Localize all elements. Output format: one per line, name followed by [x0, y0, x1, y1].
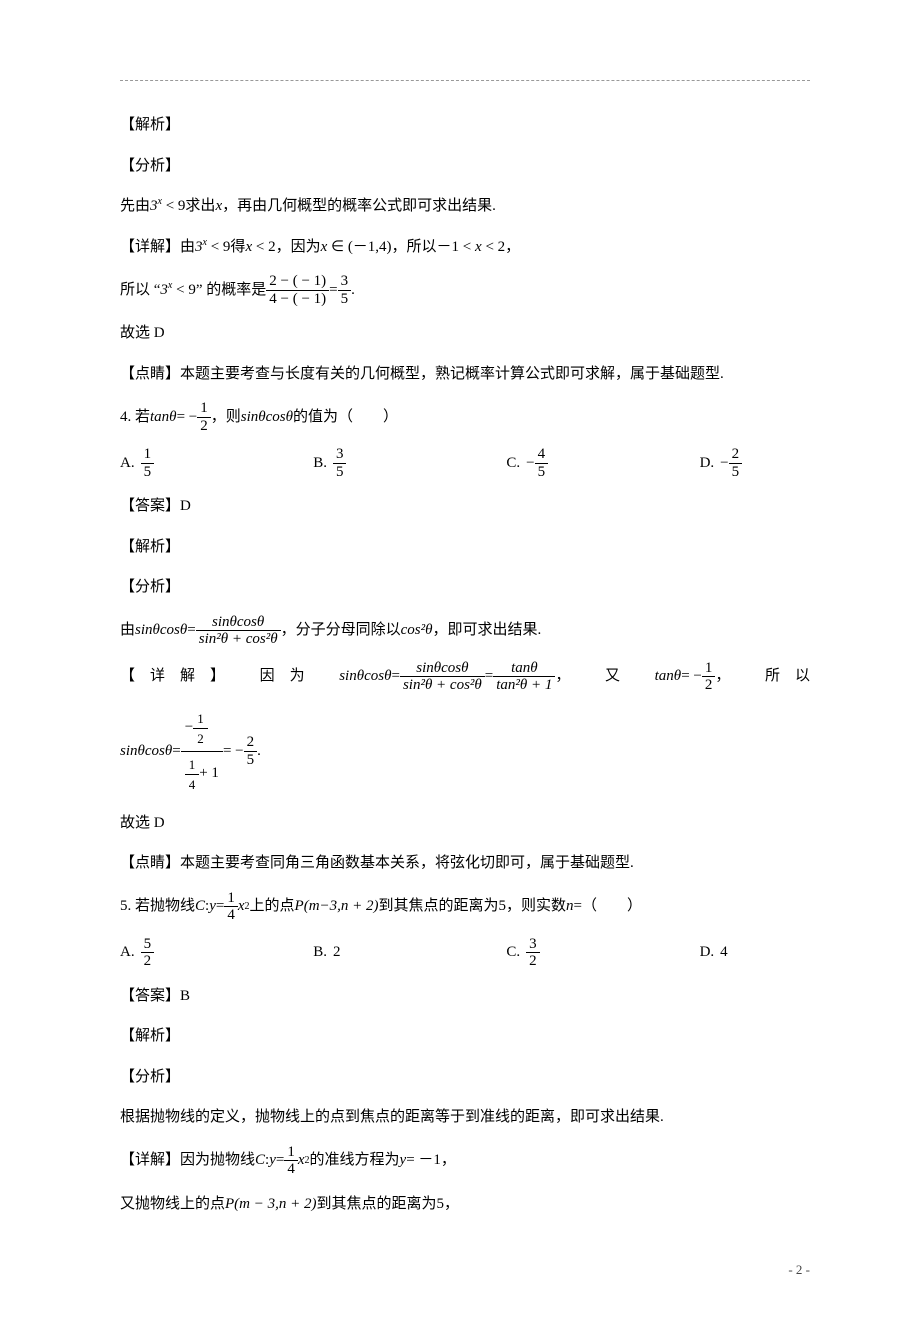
- q5-fenxi-line: 根据抛物线的定义，抛物线上的点到焦点的距离等于到准线的距离，即可求出结果.: [120, 1103, 810, 1132]
- q3-fenxi-line: 先由3x < 9求出x，再由几何概型的概率公式即可求出结果.: [120, 192, 810, 221]
- q4-pick: 故选 D: [120, 809, 810, 838]
- q5-fenxi-h: 【分析】: [120, 1063, 810, 1092]
- q3-probability-line: 所以 “3x < 9” 的概率是 2 − ( − 1)4 − ( − 1) = …: [120, 273, 810, 307]
- q5-detail-line: 【详解】因为抛物线C:y = 14 x2的准线方程为y = －1，: [120, 1144, 810, 1178]
- q4-fenxi-h: 【分析】: [120, 573, 810, 602]
- q5-stem: 5. 若抛物线C:y = 14 x2上的点P(m−3,n + 2)到其焦点的距离…: [120, 890, 810, 924]
- heading-fenxi: 【分析】: [120, 152, 810, 181]
- q5-options: A. 52 B. 2 C. 32 D. 4: [120, 936, 810, 970]
- q4-stem: 4. 若tanθ = − 12 ，则sinθcosθ的值为（ ）: [120, 400, 810, 434]
- q3-pick: 故选 D: [120, 319, 810, 348]
- q3-detail-line1: 【详解】由3x < 9得x < 2，因为x ∈ (－1,4)，所以－1 < x …: [120, 233, 810, 262]
- top-divider: [120, 80, 810, 81]
- q4-detail-line: 【 详 解 】 因 为 sinθcosθ = sinθcosθsin²θ + c…: [120, 660, 810, 694]
- q4-fenxi-line: 由sinθcosθ = sinθcosθsin²θ + cos²θ ，分子分母同…: [120, 614, 810, 648]
- q4-answer: 【答案】D: [120, 492, 810, 521]
- q4-point: 【点睛】本题主要考查同角三角函数基本关系，将弦化切即可，属于基础题型.: [120, 849, 810, 878]
- page-number: - 2 -: [120, 1258, 810, 1283]
- q3-point: 【点睛】本题主要考查与长度有关的几何概型，熟记概率计算公式即可求解，属于基础题型…: [120, 360, 810, 389]
- q5-detail-line2: 又抛物线上的点P(m − 3,n + 2)到其焦点的距离为5，: [120, 1190, 810, 1219]
- q5-answer: 【答案】B: [120, 982, 810, 1011]
- heading-analysis: 【解析】: [120, 111, 810, 140]
- q4-result-line: sinθcosθ = − 12 14 + 1 = − 25 .: [120, 706, 810, 797]
- q4-analysis: 【解析】: [120, 533, 810, 562]
- q4-options: A. 15 B. 35 C. −45 D. −25: [120, 446, 810, 480]
- q5-analysis: 【解析】: [120, 1022, 810, 1051]
